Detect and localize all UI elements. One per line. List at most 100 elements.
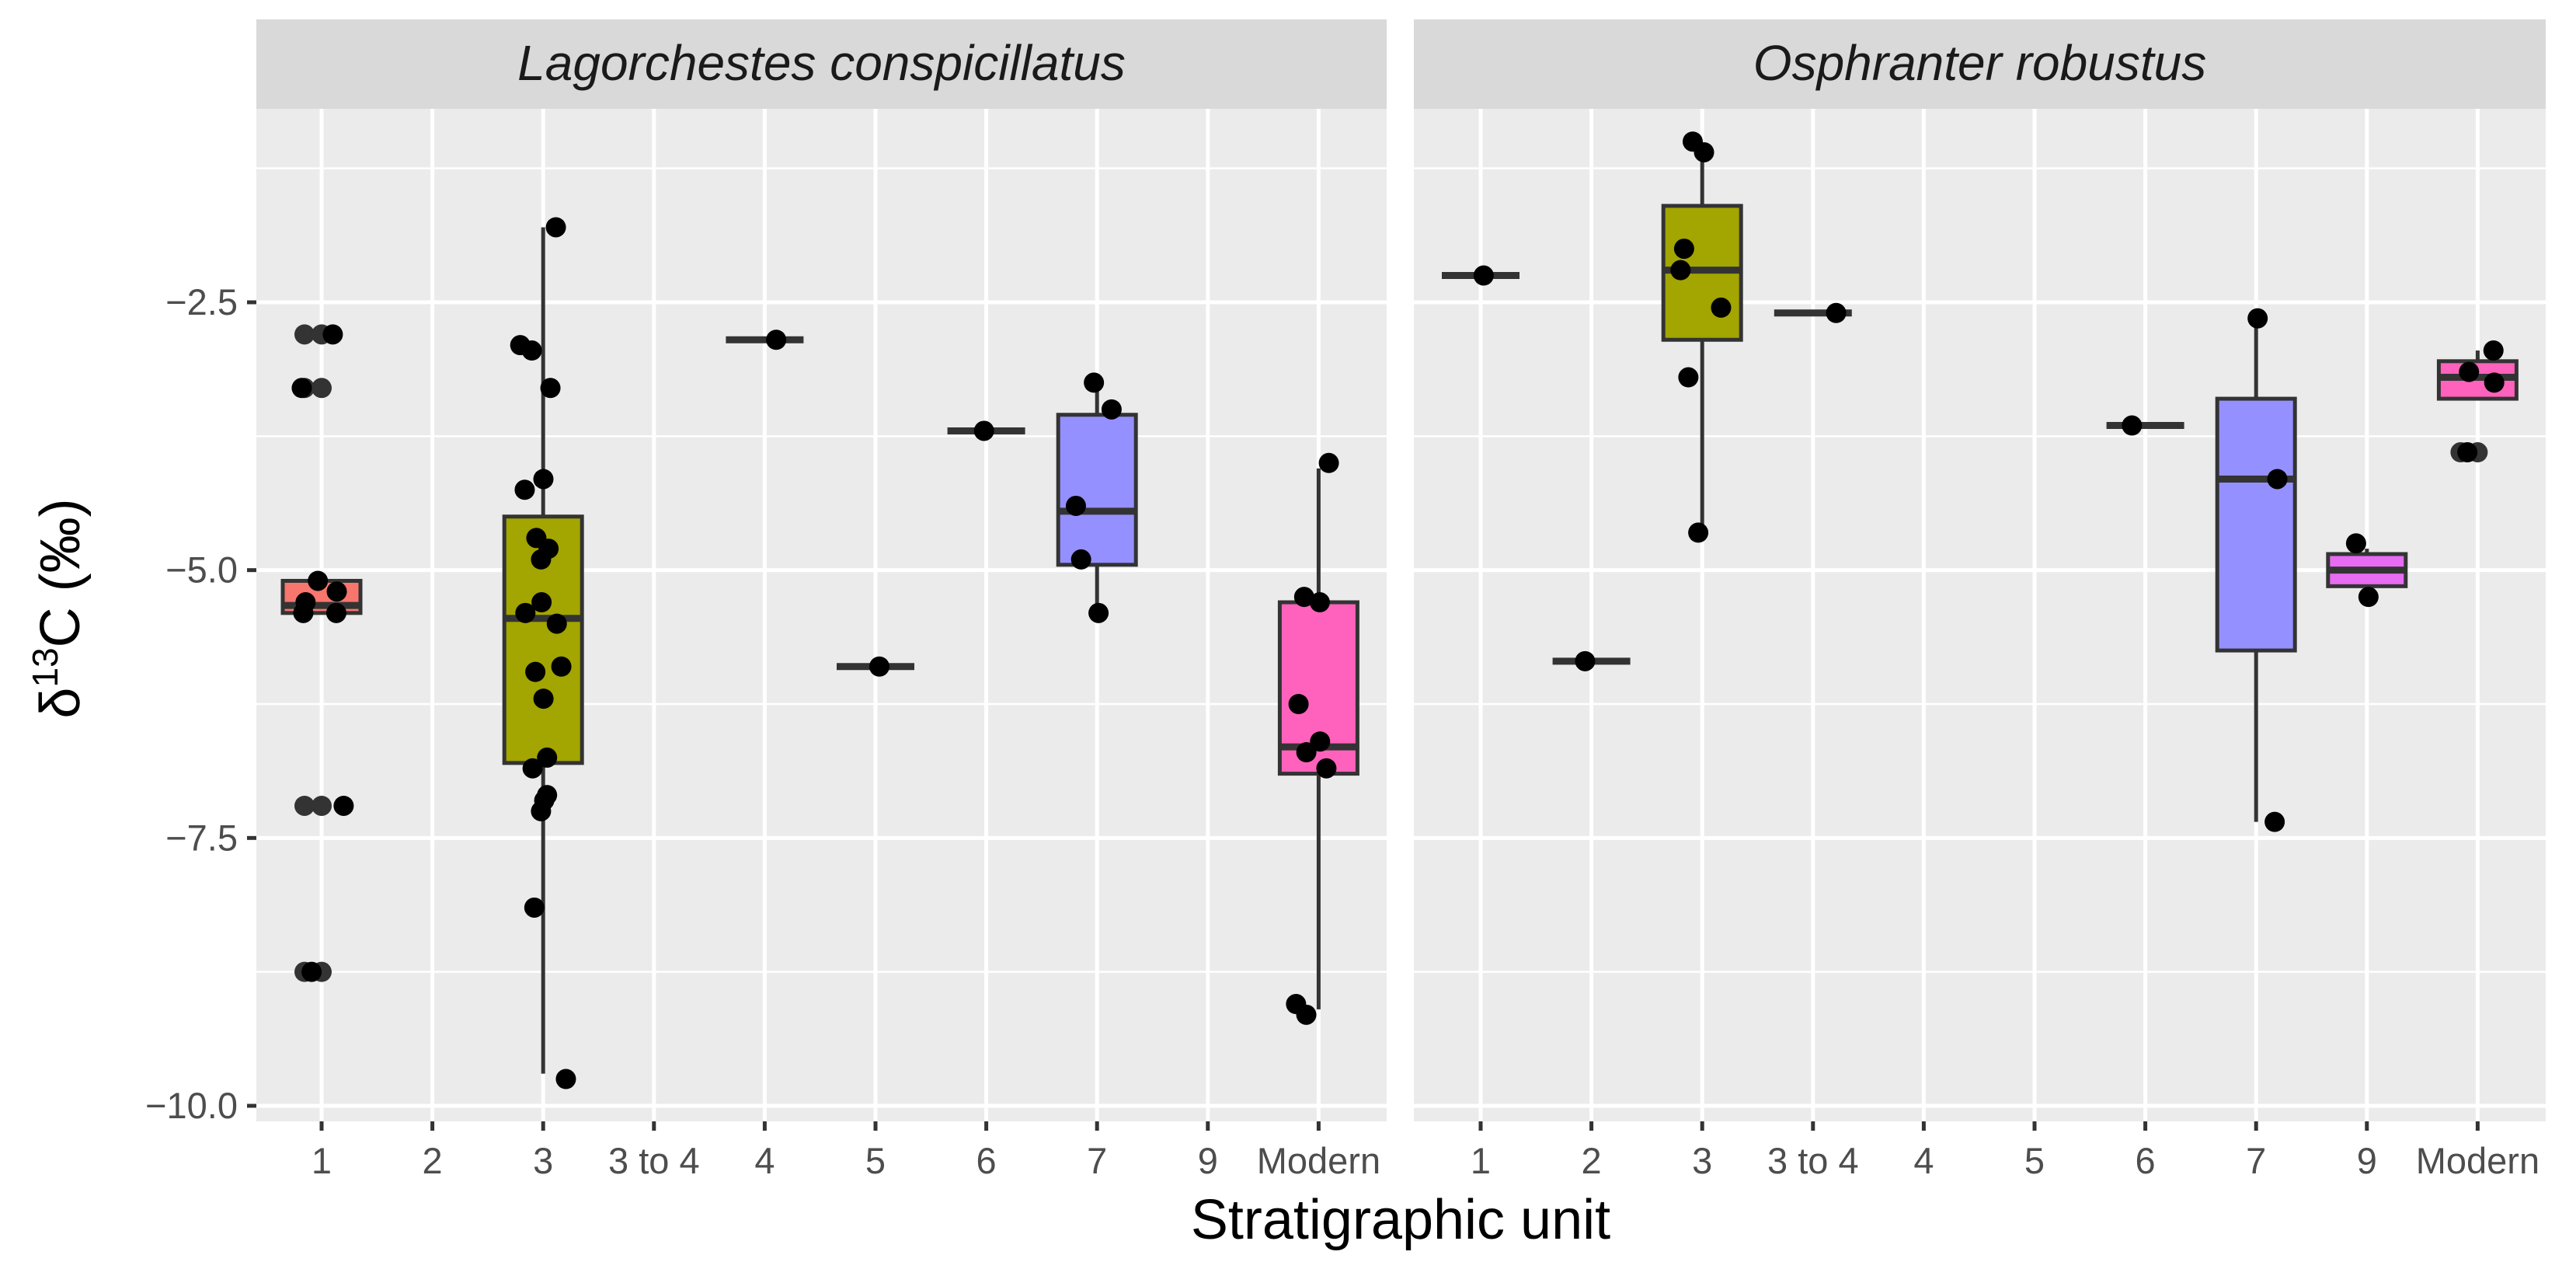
- data-point: [2358, 587, 2379, 608]
- panel-osphranter: Osphranter robustus: [1414, 19, 2546, 1121]
- x-axis: 1 2 3 3 to 4 4 5 6 7 9 Modern 1 2 3 3 to 4 4 5 6 7 9 Modern: [312, 1121, 2539, 1181]
- marks: [280, 217, 1359, 1089]
- y-tick-label: −2.5: [165, 281, 238, 322]
- data-point: [325, 602, 346, 623]
- data-point: [869, 656, 889, 677]
- data-point: [973, 420, 994, 441]
- data-point: [1318, 452, 1339, 473]
- y-axis-title-rest: C (‰): [30, 498, 92, 647]
- data-point: [1688, 522, 1709, 543]
- data-point: [515, 602, 536, 623]
- data-point: [1309, 592, 1330, 613]
- data-point: [1293, 587, 1314, 608]
- data-point: [1101, 399, 1122, 420]
- data-point: [1084, 372, 1105, 393]
- strip-background: [256, 19, 1387, 109]
- data-point: [533, 689, 554, 709]
- outlier-point: [294, 795, 315, 816]
- data-point: [1673, 239, 1694, 260]
- x-tick-label: 3 to 4: [608, 1140, 700, 1181]
- data-point: [322, 324, 343, 345]
- data-point: [2122, 415, 2143, 436]
- x-tick-label: 9: [2357, 1140, 2377, 1181]
- x-tick-label: 4: [754, 1140, 775, 1181]
- data-point: [1826, 302, 1847, 323]
- outlier-point: [312, 378, 332, 399]
- grid: [256, 109, 1387, 1121]
- panel-background: [1414, 109, 2546, 1121]
- x-tick-label: 1: [312, 1140, 332, 1181]
- marks: [1442, 131, 2519, 832]
- data-point: [522, 758, 543, 779]
- data-point: [2459, 361, 2480, 382]
- data-point: [540, 378, 561, 399]
- data-point: [537, 747, 558, 768]
- y-axis-title: δ13C (‰): [25, 498, 92, 718]
- data-point: [1288, 694, 1309, 714]
- x-tick-label: 7: [2246, 1140, 2266, 1181]
- outlier-point: [312, 795, 332, 816]
- data-point: [1070, 549, 1091, 570]
- x-tick-label: 4: [1913, 1140, 1934, 1181]
- data-point: [2247, 308, 2268, 329]
- data-point: [545, 217, 566, 238]
- strip-background: [1414, 19, 2546, 109]
- data-point: [301, 961, 322, 982]
- x-tick-label: 2: [1582, 1140, 1602, 1181]
- data-point: [1670, 260, 1691, 281]
- data-point: [546, 613, 567, 634]
- data-point: [2483, 340, 2504, 361]
- data-point: [1316, 758, 1337, 779]
- data-point: [531, 549, 552, 570]
- data-point: [2267, 469, 2288, 490]
- data-point: [2457, 442, 2478, 463]
- x-tick-label: 7: [1087, 1140, 1107, 1181]
- data-point: [551, 656, 572, 677]
- data-point: [1575, 650, 1596, 671]
- data-point: [533, 469, 554, 490]
- y-axis-title-delta: δ: [30, 688, 92, 719]
- y-tick-label: −5.0: [165, 549, 238, 591]
- x-tick-label: Modern: [2416, 1140, 2539, 1181]
- y-axis-title-superscript: 13: [25, 647, 65, 687]
- data-point: [524, 897, 545, 918]
- y-tick-label: −7.5: [165, 817, 238, 858]
- strip-title: Osphranter robustus: [1753, 35, 2206, 91]
- x-tick-label: 2: [423, 1140, 443, 1181]
- data-point: [1694, 141, 1714, 162]
- box: [2215, 396, 2297, 653]
- x-tick-label: 1: [1471, 1140, 1491, 1181]
- data-point: [2345, 533, 2366, 554]
- data-point: [2484, 372, 2505, 393]
- y-tick-label: −10.0: [145, 1085, 238, 1126]
- data-point: [291, 378, 312, 399]
- data-point: [326, 581, 347, 602]
- data-point: [555, 1069, 576, 1089]
- outlier-point: [294, 324, 315, 345]
- panel-lagorchestes: Lagorchestes conspicillatus: [256, 19, 1387, 1121]
- data-point: [2264, 811, 2285, 832]
- x-tick-label: 5: [865, 1140, 886, 1181]
- data-point: [1065, 495, 1086, 516]
- x-tick-label: Modern: [1257, 1140, 1380, 1181]
- data-point: [1296, 1004, 1317, 1025]
- data-point: [308, 570, 329, 591]
- panel-background: [256, 109, 1387, 1121]
- data-point: [525, 661, 546, 682]
- x-tick-label: 3: [533, 1140, 553, 1181]
- data-point: [766, 329, 787, 350]
- x-tick-label: 5: [2024, 1140, 2045, 1181]
- x-axis-title: Stratigraphic unit: [1191, 1189, 1610, 1251]
- data-point: [293, 602, 314, 623]
- x-tick-label: 3: [1692, 1140, 1712, 1181]
- data-point: [1088, 602, 1109, 623]
- data-point: [1310, 731, 1331, 752]
- box: [1056, 413, 1138, 567]
- x-tick-label: 6: [976, 1140, 997, 1181]
- data-point: [521, 340, 542, 361]
- data-point: [1473, 265, 1494, 286]
- data-point: [333, 795, 354, 816]
- x-tick-label: 9: [1198, 1140, 1218, 1181]
- data-point: [531, 800, 552, 821]
